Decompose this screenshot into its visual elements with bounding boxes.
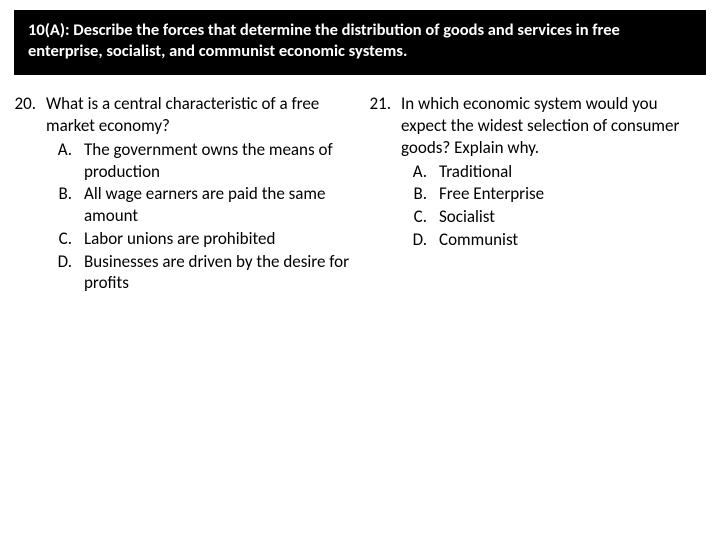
option-c: C. Socialist [409,206,706,228]
option-text: Communist [439,229,706,251]
option-letter: A. [54,139,84,161]
question-20: 20. What is a central characteristic of … [14,93,351,295]
option-d: D. Businesses are driven by the desire f… [54,251,351,295]
question-stem: In which economic system would you expec… [401,93,706,158]
option-letter: B. [409,183,439,205]
option-letter: C. [54,228,84,250]
question-body: In which economic system would you expec… [401,93,706,251]
option-text: The government owns the means of product… [84,139,351,183]
right-column: 21. In which economic system would you e… [369,93,706,295]
option-letter: B. [54,183,84,205]
question-options: A. The government owns the means of prod… [46,139,351,294]
question-stem: What is a central characteristic of a fr… [46,93,351,137]
option-letter: A. [409,161,439,183]
option-c: C. Labor unions are prohibited [54,228,351,250]
question-number: 20. [14,93,46,115]
option-letter: D. [409,229,439,251]
standard-header: 10(A): Describe the forces that determin… [14,10,706,75]
option-d: D. Communist [409,229,706,251]
option-text: Labor unions are prohibited [84,228,351,250]
option-text: Free Enterprise [439,183,706,205]
option-letter: C. [409,206,439,228]
standard-header-text: 10(A): Describe the forces that determin… [28,20,620,61]
question-columns: 20. What is a central characteristic of … [0,93,720,295]
question-body: What is a central characteristic of a fr… [46,93,351,295]
left-column: 20. What is a central characteristic of … [14,93,351,295]
option-text: All wage earners are paid the same amoun… [84,183,351,227]
option-b: B. All wage earners are paid the same am… [54,183,351,227]
option-letter: D. [54,251,84,273]
option-text: Socialist [439,206,706,228]
option-text: Traditional [439,161,706,183]
option-b: B. Free Enterprise [409,183,706,205]
option-a: A. Traditional [409,161,706,183]
question-options: A. Traditional B. Free Enterprise C. Soc… [401,161,706,251]
question-number: 21. [369,93,401,115]
option-a: A. The government owns the means of prod… [54,139,351,183]
question-21: 21. In which economic system would you e… [369,93,706,251]
option-text: Businesses are driven by the desire for … [84,251,351,295]
